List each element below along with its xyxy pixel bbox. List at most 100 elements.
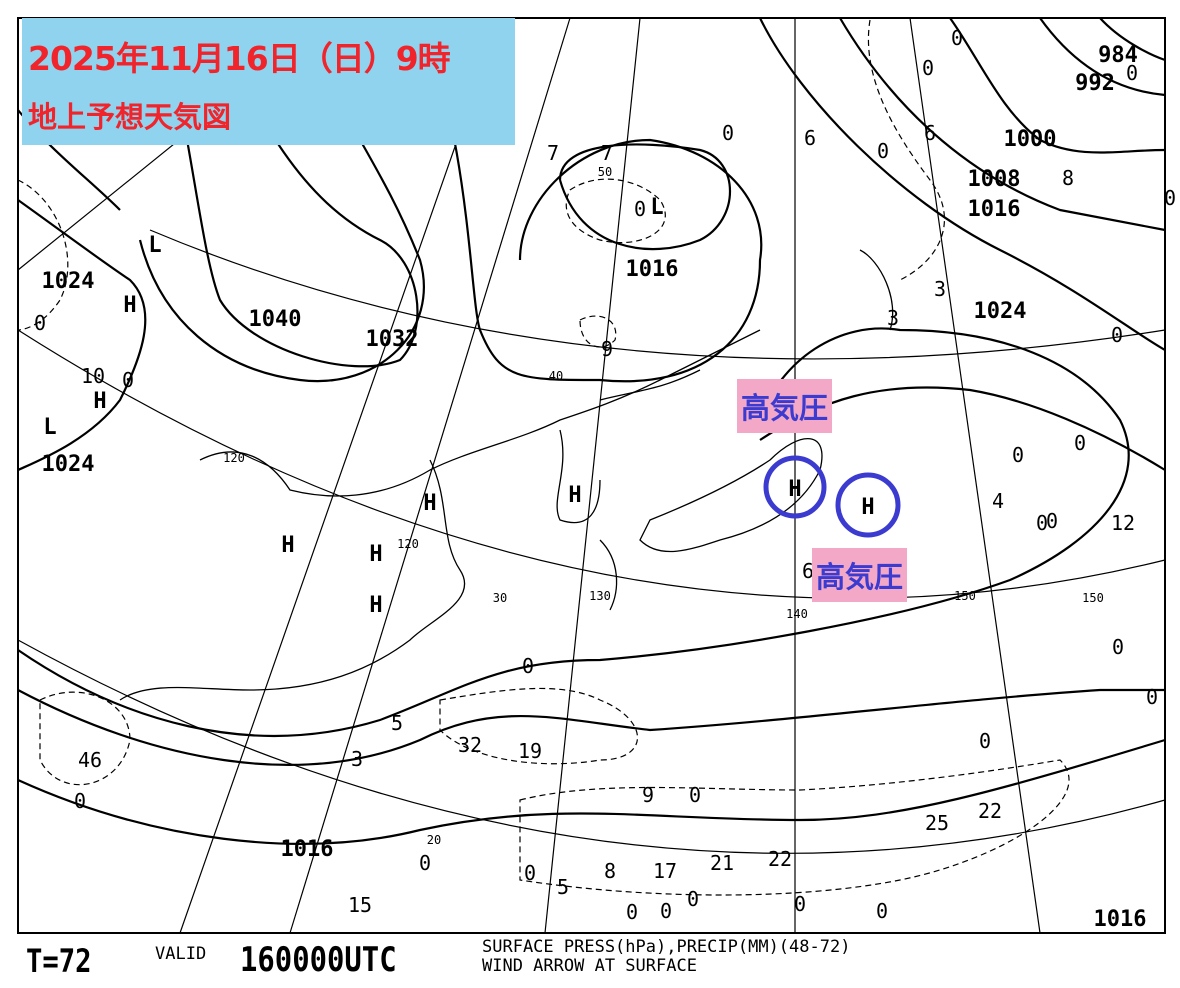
pressure-center: H bbox=[281, 533, 294, 558]
pressure-center: L bbox=[43, 415, 56, 440]
precip-value: 0 bbox=[634, 197, 646, 221]
precip-value: 10 bbox=[81, 364, 105, 388]
precip-value: 17 bbox=[653, 859, 677, 883]
isobar-label: 992 bbox=[1075, 71, 1115, 96]
longitude-label: 140 bbox=[786, 607, 808, 621]
isobar-label: 1000 bbox=[1004, 127, 1057, 152]
precip-value: 9 bbox=[601, 337, 613, 361]
description-line-1: SURFACE PRESS(hPa),PRECIP(MM)(48-72) bbox=[482, 937, 851, 957]
pressure-center: H bbox=[861, 495, 874, 520]
precip-value: 0 bbox=[1146, 685, 1158, 709]
pressure-center: H bbox=[568, 483, 581, 508]
precip-value: 3 bbox=[887, 306, 899, 330]
precip-value: 0 bbox=[687, 887, 699, 911]
pressure-center: H bbox=[123, 293, 136, 318]
forecast-time: T=72 bbox=[26, 942, 92, 980]
precip-value: 5 bbox=[391, 711, 403, 735]
pressure-center: H bbox=[788, 477, 801, 502]
precip-value: 46 bbox=[78, 748, 102, 772]
precip-value: 19 bbox=[518, 739, 542, 763]
isobar-label: 1032 bbox=[366, 327, 419, 352]
precip-value: 0 bbox=[877, 139, 889, 163]
isobar-label: 1016 bbox=[626, 257, 679, 282]
precip-value: 0 bbox=[419, 851, 431, 875]
precip-value: 0 bbox=[524, 861, 536, 885]
isobar-label: 1040 bbox=[249, 307, 302, 332]
precip-value: 0 bbox=[1012, 443, 1024, 467]
precip-value: 0 bbox=[876, 899, 888, 923]
pressure-center: H bbox=[93, 389, 106, 414]
pressure-center: L bbox=[148, 233, 161, 258]
precip-value: 25 bbox=[925, 811, 949, 835]
pressure-center: H bbox=[369, 593, 382, 618]
pressure-center: H bbox=[369, 542, 382, 567]
precip-value: 22 bbox=[768, 847, 792, 871]
precip-value: 15 bbox=[348, 893, 372, 917]
precip-value: 0 bbox=[922, 56, 934, 80]
isobar-label: 1024 bbox=[42, 269, 95, 294]
precip-value: 3 bbox=[934, 277, 946, 301]
precip-value: 7 bbox=[601, 141, 613, 165]
precip-value: 0 bbox=[1126, 61, 1138, 85]
precip-value: 32 bbox=[458, 733, 482, 757]
precip-value: 0 bbox=[74, 789, 86, 813]
precip-value: 3 bbox=[351, 747, 363, 771]
high-circle-2 bbox=[835, 472, 901, 538]
pressure-center-layer: H H H H H H H H H L L L bbox=[43, 195, 874, 618]
isobar-label: 1024 bbox=[974, 299, 1027, 324]
precip-value: 0 bbox=[794, 892, 806, 916]
precip-value: 0 bbox=[689, 783, 701, 807]
precip-value: 0 bbox=[979, 729, 991, 753]
isobars bbox=[17, 17, 1166, 845]
pressure-center: L bbox=[650, 195, 663, 220]
precip-value: 0 bbox=[951, 26, 963, 50]
precip-value: 6 bbox=[924, 121, 936, 145]
precip-value: 6 bbox=[802, 559, 814, 583]
high-pressure-label-1: 高気圧 bbox=[737, 379, 833, 433]
isobar-label: 1016 bbox=[968, 197, 1021, 222]
precip-value: 0 bbox=[1164, 186, 1176, 210]
precip-value: 0 bbox=[1074, 431, 1086, 455]
longitude-label: 120 bbox=[397, 537, 419, 551]
precip-value: 9 bbox=[642, 783, 654, 807]
precip-value: 8 bbox=[1062, 166, 1074, 190]
precip-value: 21 bbox=[710, 851, 734, 875]
precip-value: 0 bbox=[1111, 323, 1123, 347]
precip-value: 7 bbox=[547, 141, 559, 165]
map-title: 2025年11月16日（日）9時 bbox=[28, 39, 451, 78]
isobar-label: 1008 bbox=[968, 167, 1021, 192]
valid-time: 160000UTC bbox=[240, 940, 397, 980]
longitude-label: 150 bbox=[954, 589, 976, 603]
latitude-label: 40 bbox=[549, 369, 563, 383]
precip-value: 5 bbox=[557, 875, 569, 899]
pressure-center: H bbox=[423, 491, 436, 516]
latitude-label: 20 bbox=[427, 833, 441, 847]
precip-value: 0 bbox=[1046, 509, 1058, 533]
precip-value: 0 bbox=[34, 311, 46, 335]
map-frame bbox=[17, 17, 1166, 934]
chart-description: SURFACE PRESS(hPa),PRECIP(MM)(48-72) WIN… bbox=[482, 938, 850, 982]
map-subtitle: 地上予想天気図 bbox=[28, 100, 232, 134]
longitude-label: 130 bbox=[589, 589, 611, 603]
isobar-label: 1016 bbox=[281, 837, 334, 862]
high-circle-1 bbox=[763, 455, 827, 519]
precip-value: 0 bbox=[1112, 635, 1124, 659]
isobar-label: 1024 bbox=[42, 452, 95, 477]
precip-value: 6 bbox=[804, 126, 816, 150]
title-box: 2025年11月16日（日）9時 地上予想天気図 bbox=[22, 18, 515, 145]
precip-value: 8 bbox=[604, 859, 616, 883]
precip-value: 0 bbox=[660, 899, 672, 923]
latitude-label: 50 bbox=[598, 165, 612, 179]
precip-value: 0 bbox=[522, 654, 534, 678]
valid-label: VALID bbox=[155, 944, 207, 964]
precip-value: 0 bbox=[626, 900, 638, 924]
isobar-label-layer: 1040103210241024101610161024100098499210… bbox=[42, 43, 1147, 932]
longitude-label: 120 bbox=[223, 451, 245, 465]
precip-value: 4 bbox=[992, 489, 1004, 513]
precip-value: 12 bbox=[1111, 511, 1135, 535]
precip-contours bbox=[17, 19, 1070, 896]
precip-value: 0 bbox=[1036, 511, 1048, 535]
high-pressure-label-2: 高気圧 bbox=[812, 548, 908, 602]
